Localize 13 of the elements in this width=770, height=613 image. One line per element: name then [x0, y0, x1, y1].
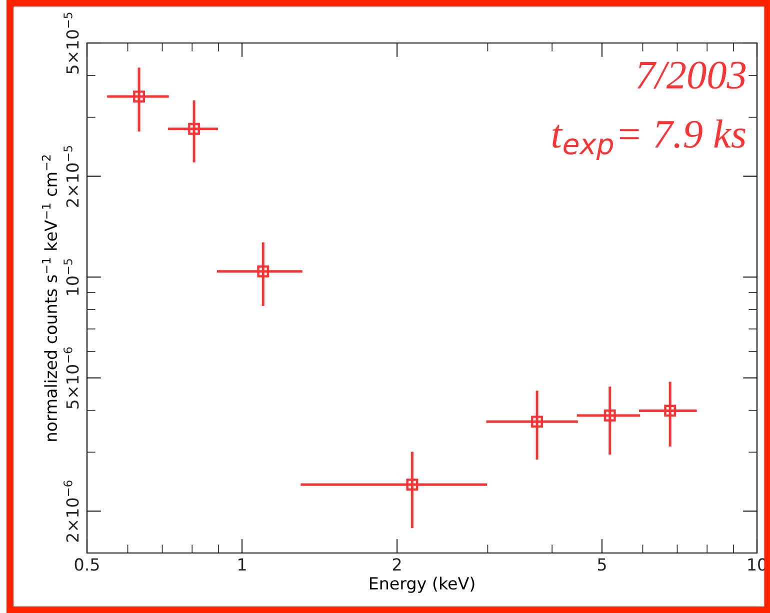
y-axis-title: normalized counts s$^{−1}$ keV$^{−1}$ cm$^{−2}$	[42, 155, 58, 441]
y-tick-label: 2×10$^{−6}$	[64, 480, 79, 542]
x-tick-label: 0.5	[74, 558, 99, 571]
y-tick-label: 2×10$^{−5}$	[64, 146, 79, 207]
annotation: 7/2003	[637, 62, 746, 89]
x-tick-label: 1	[238, 558, 246, 571]
x-tick-label: 5	[598, 558, 606, 571]
x-tick-label: 2	[392, 558, 401, 571]
y-tick-label: 5×10$^{−5}$	[64, 12, 79, 74]
y-tick-label: 10$^{−5}$	[64, 259, 79, 295]
x-axis-title: Energy (keV)	[370, 576, 474, 593]
annotation: t$_{exp}$= 7.9 ks	[552, 120, 746, 160]
y-tick-label: 5×10$^{−6}$	[64, 347, 79, 408]
